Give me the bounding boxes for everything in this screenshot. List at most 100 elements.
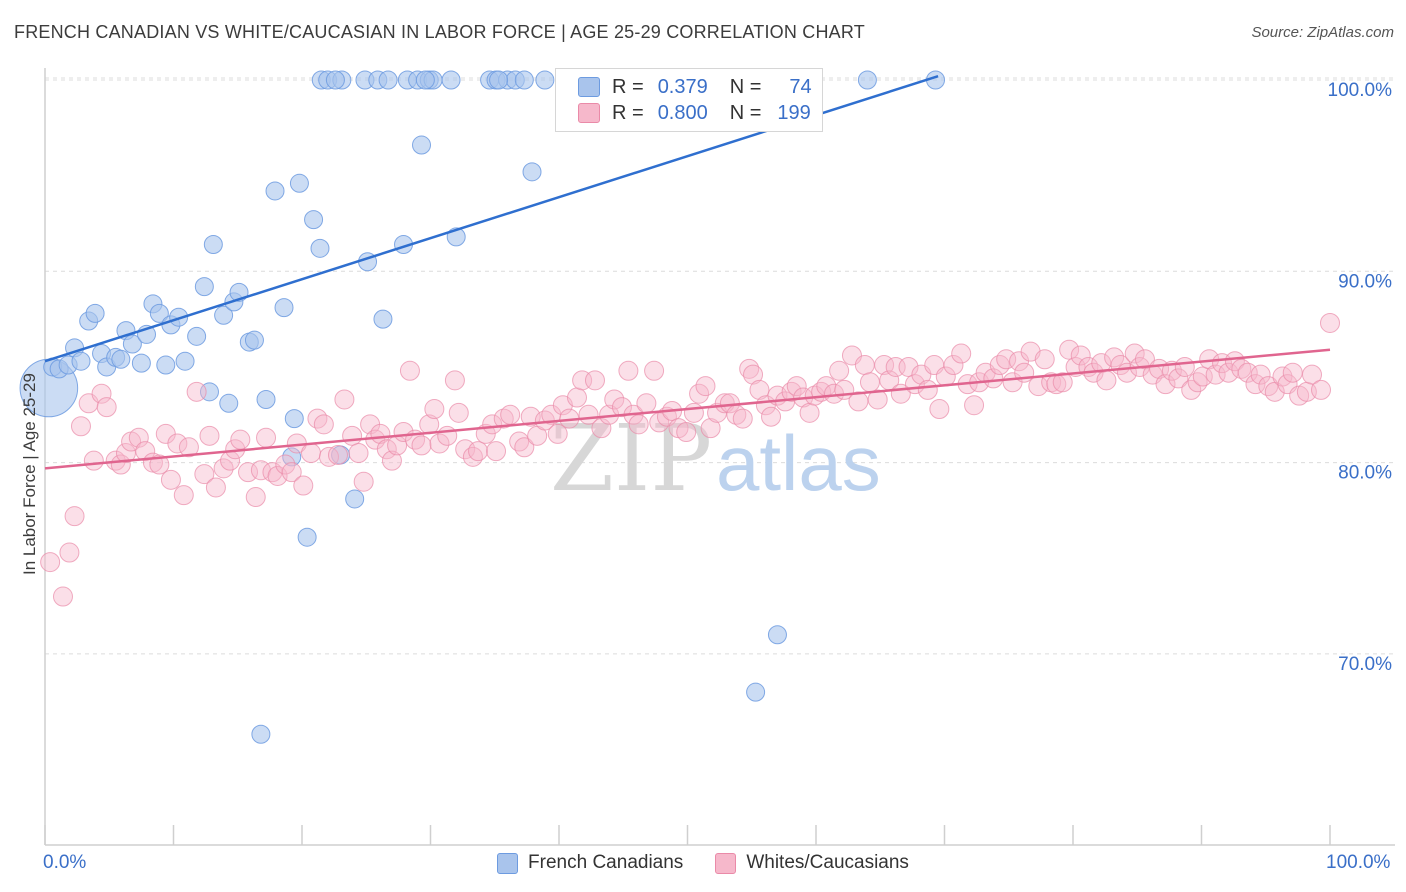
data-point-white-caucasian [64,506,85,527]
data-point-white-caucasian [83,450,104,471]
legend-series: French Canadians Whites/Caucasians [0,852,1406,874]
data-point-white-caucasian [1205,364,1226,385]
data-point-white-caucasian [604,389,625,410]
legend-stats: R = 0.379 N = 74 R = 0.800 N = 199 [555,68,823,132]
data-point-white-caucasian [173,485,194,506]
data-point-french-canadian [535,70,555,90]
data-point-white-caucasian [859,372,880,393]
data-point-white-caucasian [429,433,450,454]
legend-swatch-blue [578,77,600,97]
data-point-white-caucasian [1231,358,1252,379]
data-point-french-canadian [169,307,189,327]
data-point-white-caucasian [1250,364,1271,385]
data-point-white-caucasian [683,402,704,423]
data-point-white-caucasian [40,552,61,573]
data-point-white-caucasian [160,469,181,490]
data-point-french-canadian [214,305,234,325]
data-point-white-caucasian [929,399,950,420]
data-point-white-caucasian [178,437,199,458]
legend-n-value: 199 [777,101,811,124]
data-point-white-caucasian [1192,366,1213,387]
data-point-white-caucasian [636,393,657,414]
legend-label: Whites/Caucasians [746,852,909,873]
y-tick-label: 90.0% [1338,271,1392,292]
chart-title: FRENCH CANADIAN VS WHITE/CAUCASIAN IN LA… [14,22,865,42]
data-point-french-canadian [289,173,309,193]
series-french-canadians [19,70,946,744]
data-point-french-canadian [265,181,285,201]
legend-r-value: 0.379 [657,75,708,98]
data-point-french-canadian [122,334,142,354]
data-point-french-canadian [378,70,398,90]
legend-n-label: N = [729,101,762,124]
legend-swatch-pink [715,852,737,874]
y-tick-label: 70.0% [1338,654,1392,675]
legend-row-pink: R = 0.800 N = 199 [578,101,811,125]
data-point-white-caucasian [135,441,156,462]
data-point-white-caucasian [749,379,770,400]
data-point-white-caucasian [1168,368,1189,389]
data-point-french-canadian [441,70,461,90]
legend-label: French Canadians [528,852,684,873]
data-point-white-caucasian [205,477,226,498]
data-point-french-canadian [297,527,317,547]
data-point-white-caucasian [424,399,445,420]
x-tick-label-min: 0.0% [43,852,87,873]
data-point-french-canadian [415,70,435,90]
data-point-white-caucasian [917,379,938,400]
data-point-white-caucasian [334,389,355,410]
data-point-white-caucasian [1320,312,1340,333]
data-point-white-caucasian [256,427,277,448]
y-tick-label: 100.0% [1328,80,1393,101]
data-point-white-caucasian [500,404,521,425]
data-point-french-canadian [194,277,214,297]
data-point-french-canadian [149,303,169,323]
watermark-atlas: atlas [716,419,881,507]
data-point-white-caucasian [307,408,328,429]
data-point-white-caucasian [1059,339,1080,360]
data-point-white-caucasian [128,427,149,448]
data-point-french-canadian [522,162,542,182]
data-point-white-caucasian [437,425,458,446]
data-point-white-caucasian [1302,364,1323,385]
data-point-white-caucasian [52,586,73,607]
data-point-white-caucasian [743,364,764,385]
data-point-white-caucasian [238,462,259,483]
data-point-french-canadian [274,298,294,318]
data-point-french-canadian [767,625,787,645]
data-point-white-caucasian [1034,349,1055,370]
data-point-white-caucasian [996,349,1017,370]
data-point-white-caucasian [455,439,476,460]
legend-row-blue: R = 0.379 N = 74 [578,75,812,99]
data-point-white-caucasian [799,402,820,423]
data-point-white-caucasian [1174,356,1195,377]
data-point-french-canadian [746,682,766,702]
data-point-white-caucasian [700,418,721,439]
data-point-french-canadian [175,351,195,371]
data-point-white-caucasian [854,355,875,376]
data-point-white-caucasian [1052,372,1073,393]
data-point-white-caucasian [486,441,507,462]
data-point-white-caucasian [964,395,985,416]
data-point-white-caucasian [898,356,919,377]
legend-r-label: R = [612,75,644,98]
x-tick-label-max: 100.0% [1326,852,1391,873]
data-point-white-caucasian [628,414,649,435]
data-point-white-caucasian [695,376,716,397]
data-point-french-canadian [203,235,223,255]
legend-item-french-canadians: French Canadians [497,852,683,874]
data-point-french-canadian [373,309,393,329]
y-tick-label: 80.0% [1338,463,1392,484]
legend-item-whites-caucasians: Whites/Caucasians [715,852,909,874]
data-point-white-caucasian [353,471,374,492]
legend-r-value: 0.800 [657,101,708,124]
data-point-french-canadian [71,351,91,371]
data-point-french-canadian [345,489,365,509]
data-point-white-caucasian [313,414,334,435]
legend-r-label: R = [612,101,644,124]
data-point-white-caucasian [829,360,850,381]
data-point-french-canadian [244,330,264,350]
data-point-white-caucasian [514,437,535,458]
data-point-white-caucasian [293,475,314,496]
